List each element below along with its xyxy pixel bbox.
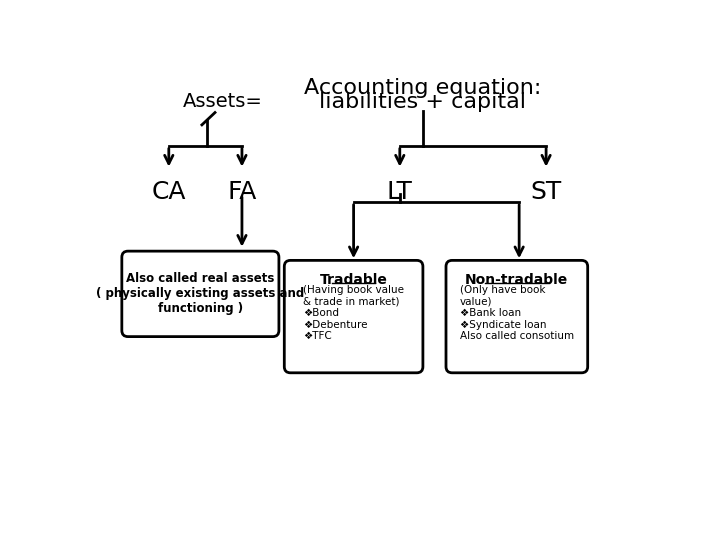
Text: Tradable: Tradable	[320, 273, 387, 287]
FancyBboxPatch shape	[122, 251, 279, 336]
Text: Non-tradable: Non-tradable	[465, 273, 569, 287]
Text: LT: LT	[387, 180, 413, 204]
FancyBboxPatch shape	[446, 260, 588, 373]
Text: Also called real assets
( physically existing assets and
functioning ): Also called real assets ( physically exi…	[96, 272, 305, 315]
Text: (Having book value
& trade in market)
❖Bond
❖Debenture
❖TFC: (Having book value & trade in market) ❖B…	[303, 285, 404, 341]
Text: FA: FA	[228, 180, 256, 204]
Text: CA: CA	[151, 180, 186, 204]
Text: Assets=: Assets=	[183, 92, 263, 111]
Text: ST: ST	[531, 180, 562, 204]
FancyBboxPatch shape	[284, 260, 423, 373]
Text: Accounting equation:: Accounting equation:	[305, 78, 541, 98]
Text: liabilities + capital: liabilities + capital	[320, 92, 526, 112]
Text: (Only have book
value)
❖Bank loan
❖Syndicate loan
Also called consotium: (Only have book value) ❖Bank loan ❖Syndi…	[460, 285, 574, 341]
